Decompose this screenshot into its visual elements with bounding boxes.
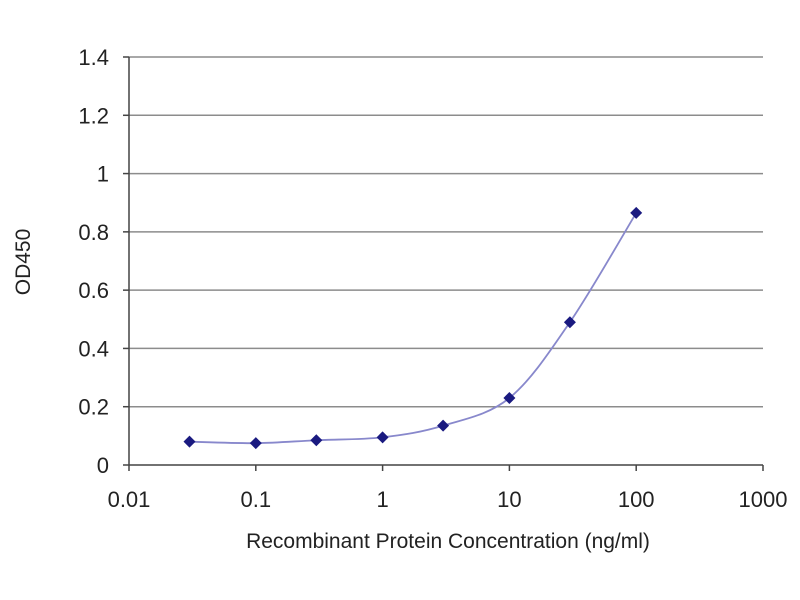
data-point-marker: [630, 206, 643, 219]
data-point-marker: [437, 419, 450, 432]
y-tick-label: 0.8: [78, 220, 109, 245]
y-tick-labels: 0 0.2 0.4 0.6 0.8 1 1.2 1.4: [78, 45, 109, 478]
data-point-marker: [183, 435, 196, 448]
data-point-marker: [310, 434, 323, 447]
y-tick-label: 0.2: [78, 395, 109, 420]
x-tick-label: 10: [497, 487, 521, 512]
x-axis-title: Recombinant Protein Concentration (ng/ml…: [246, 530, 650, 553]
y-tick-label: 1.4: [78, 45, 109, 70]
x-tick-label: 0.1: [241, 487, 272, 512]
y-tick-label: 1.2: [78, 103, 109, 128]
y-axis-title: OD450: [12, 229, 35, 296]
x-tick-label: 100: [618, 487, 655, 512]
series-line: [189, 212, 637, 445]
x-tick-label: 0.01: [108, 487, 151, 512]
x-tick-label: 1000: [739, 487, 788, 512]
y-tick-label: 1: [97, 162, 109, 187]
x-tick-labels: 0.01 0.1 1 10 100 1000: [108, 487, 788, 512]
x-tick-label: 1: [376, 487, 388, 512]
data-series: [183, 206, 643, 450]
data-point-marker: [249, 437, 262, 450]
grid-lines: [129, 56, 763, 408]
data-point-marker: [376, 431, 389, 444]
y-tick-label: 0: [97, 453, 109, 478]
data-point-marker: [503, 391, 516, 404]
y-tick-label: 0.6: [78, 278, 109, 303]
data-point-marker: [563, 316, 576, 329]
axes: [123, 56, 764, 471]
y-tick-label: 0.4: [78, 336, 109, 361]
